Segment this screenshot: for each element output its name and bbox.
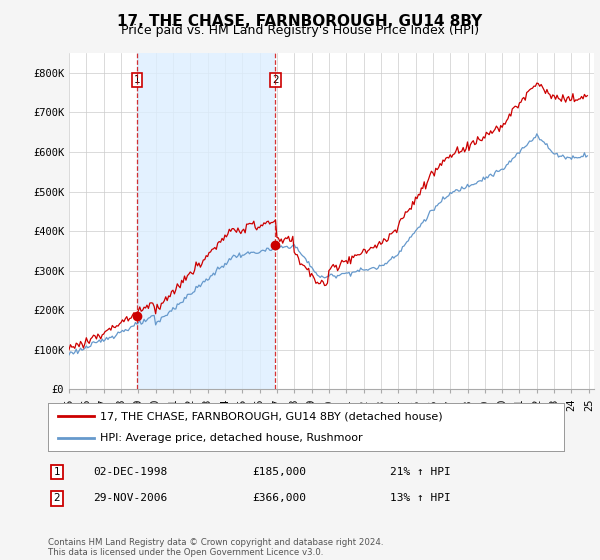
Bar [137, 53, 275, 389]
Text: 21% ↑ HPI: 21% ↑ HPI [390, 467, 451, 477]
Text: 13% ↑ HPI: 13% ↑ HPI [390, 493, 451, 503]
Text: 17, THE CHASE, FARNBOROUGH, GU14 8BY (detached house): 17, THE CHASE, FARNBOROUGH, GU14 8BY (de… [100, 411, 442, 421]
Text: 29-NOV-2006: 29-NOV-2006 [93, 493, 167, 503]
Text: 02-DEC-1998: 02-DEC-1998 [93, 467, 167, 477]
Text: 1: 1 [134, 75, 140, 85]
Text: Contains HM Land Registry data © Crown copyright and database right 2024.
This d: Contains HM Land Registry data © Crown c… [48, 538, 383, 557]
Text: HPI: Average price, detached house, Rushmoor: HPI: Average price, detached house, Rush… [100, 433, 362, 443]
Text: £366,000: £366,000 [252, 493, 306, 503]
Text: 2: 2 [272, 75, 278, 85]
Text: 17, THE CHASE, FARNBOROUGH, GU14 8BY: 17, THE CHASE, FARNBOROUGH, GU14 8BY [118, 14, 482, 29]
Text: £185,000: £185,000 [252, 467, 306, 477]
Text: Price paid vs. HM Land Registry's House Price Index (HPI): Price paid vs. HM Land Registry's House … [121, 24, 479, 37]
Text: 1: 1 [53, 467, 61, 477]
Text: 2: 2 [53, 493, 61, 503]
